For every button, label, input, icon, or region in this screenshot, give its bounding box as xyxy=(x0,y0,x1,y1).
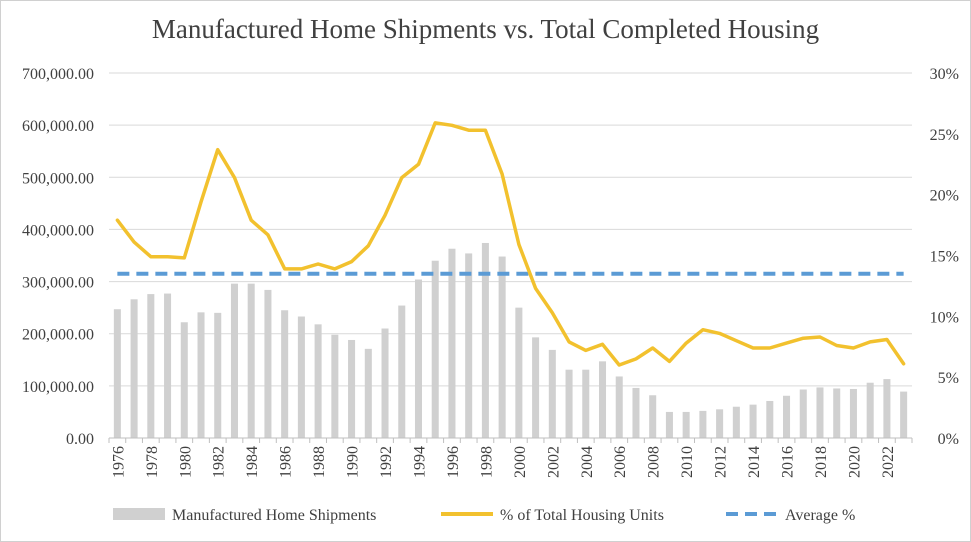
x-tick-label: 2018 xyxy=(813,446,830,478)
legend-label-average: Average % xyxy=(785,507,855,524)
x-tick-label: 2022 xyxy=(880,446,897,478)
bar xyxy=(565,369,573,438)
bar xyxy=(749,404,757,438)
bar xyxy=(465,253,473,438)
bar xyxy=(615,376,623,438)
bar xyxy=(649,395,657,438)
bar xyxy=(816,387,824,438)
bar xyxy=(699,410,707,438)
bar xyxy=(214,312,222,438)
x-tick-label: 2008 xyxy=(646,446,663,478)
bar xyxy=(481,242,489,438)
axes: 0.00 100,000.00 200,000.00 300,000.00 400,00… xyxy=(22,66,959,478)
bar xyxy=(799,389,807,438)
y-right-tick-label: 5% xyxy=(938,370,959,387)
bar xyxy=(883,379,891,438)
x-tick-label: 1976 xyxy=(110,446,127,478)
bar xyxy=(766,400,774,438)
y-left-tick-label: 400,000.00 xyxy=(22,222,94,239)
bar xyxy=(515,307,523,438)
bar xyxy=(314,324,322,438)
x-tick-label: 1988 xyxy=(311,446,328,478)
x-tick-label: 2016 xyxy=(780,446,797,478)
bar xyxy=(281,310,289,438)
y-right-tick-label: 15% xyxy=(930,249,959,266)
bar xyxy=(414,279,423,438)
y-left-tick-label: 600,000.00 xyxy=(22,118,94,135)
y-right-tick-label: 10% xyxy=(930,309,959,326)
bar xyxy=(448,248,456,438)
bar xyxy=(532,337,540,438)
bar xyxy=(297,316,305,438)
y-left-tick-label: 500,000.00 xyxy=(22,170,94,187)
bar xyxy=(598,361,607,438)
y-right-tick-label: 30% xyxy=(930,66,959,83)
bar xyxy=(180,322,188,438)
bar xyxy=(783,395,791,438)
x-tick-label: 2012 xyxy=(713,446,730,478)
legend: Manufactured Home Shipments % of Total Ho… xyxy=(113,507,855,524)
legend-label-percent: % of Total Housing Units xyxy=(500,507,664,524)
legend-label-shipments: Manufactured Home Shipments xyxy=(172,507,376,524)
x-tick-label: 2006 xyxy=(612,446,629,478)
y-right-tick-label: 0% xyxy=(938,431,959,448)
bar xyxy=(364,348,372,438)
y-left-tick-label: 200,000.00 xyxy=(22,327,94,344)
bar xyxy=(900,391,908,438)
bar xyxy=(632,387,640,438)
y-right-tick-label: 20% xyxy=(930,188,959,205)
bar xyxy=(682,411,690,438)
x-tick-label: 2014 xyxy=(746,446,763,478)
chart-title: Manufactured Home Shipments vs. Total Co… xyxy=(151,14,820,44)
bar xyxy=(331,334,339,438)
percent-line-series xyxy=(115,121,906,367)
x-tick-label: 1998 xyxy=(478,446,495,478)
x-tick-label: 2010 xyxy=(679,446,696,478)
bar xyxy=(833,388,841,438)
bar xyxy=(381,328,389,438)
x-tick-label: 1990 xyxy=(345,446,362,478)
bar xyxy=(866,382,874,438)
bar xyxy=(197,312,205,438)
x-tick-label: 2000 xyxy=(512,446,529,478)
bar xyxy=(230,283,238,438)
y-left-tick-label: 300,000.00 xyxy=(22,275,94,292)
bar xyxy=(147,294,155,438)
bar xyxy=(849,388,857,438)
bar xyxy=(716,409,724,438)
y-left-tick-label: 0.00 xyxy=(66,431,94,448)
x-tick-label: 1994 xyxy=(411,446,428,478)
bar xyxy=(431,260,439,438)
bar xyxy=(498,256,506,438)
legend-swatch-shipments xyxy=(113,508,165,520)
gridlines xyxy=(109,72,912,387)
x-tick-label: 2004 xyxy=(579,446,596,478)
bar xyxy=(264,289,272,438)
bar xyxy=(398,305,406,438)
y-right-tick-label: 25% xyxy=(930,127,959,144)
y-left-tick-label: 700,000.00 xyxy=(22,66,94,83)
bar xyxy=(665,411,673,438)
bar xyxy=(348,339,356,438)
x-tick-label: 2002 xyxy=(545,446,562,478)
x-tick-label: 1982 xyxy=(211,446,228,478)
bar xyxy=(113,309,121,438)
bar-series xyxy=(113,242,908,438)
y-left-tick-label: 100,000.00 xyxy=(22,379,94,396)
bar xyxy=(582,369,590,438)
percent-line xyxy=(115,121,906,367)
x-tick-label: 1986 xyxy=(278,446,295,478)
x-tick-label: 1996 xyxy=(445,446,462,478)
bar xyxy=(247,283,255,438)
x-tick-label: 1992 xyxy=(378,446,395,478)
bar xyxy=(130,299,138,438)
x-tick-label: 1980 xyxy=(177,446,194,478)
bar xyxy=(732,406,740,438)
x-tick-label: 1984 xyxy=(244,446,261,478)
bar xyxy=(164,293,172,438)
x-tick-label: 1978 xyxy=(144,446,161,478)
bar xyxy=(548,349,556,438)
x-tick-label: 2020 xyxy=(846,446,863,478)
